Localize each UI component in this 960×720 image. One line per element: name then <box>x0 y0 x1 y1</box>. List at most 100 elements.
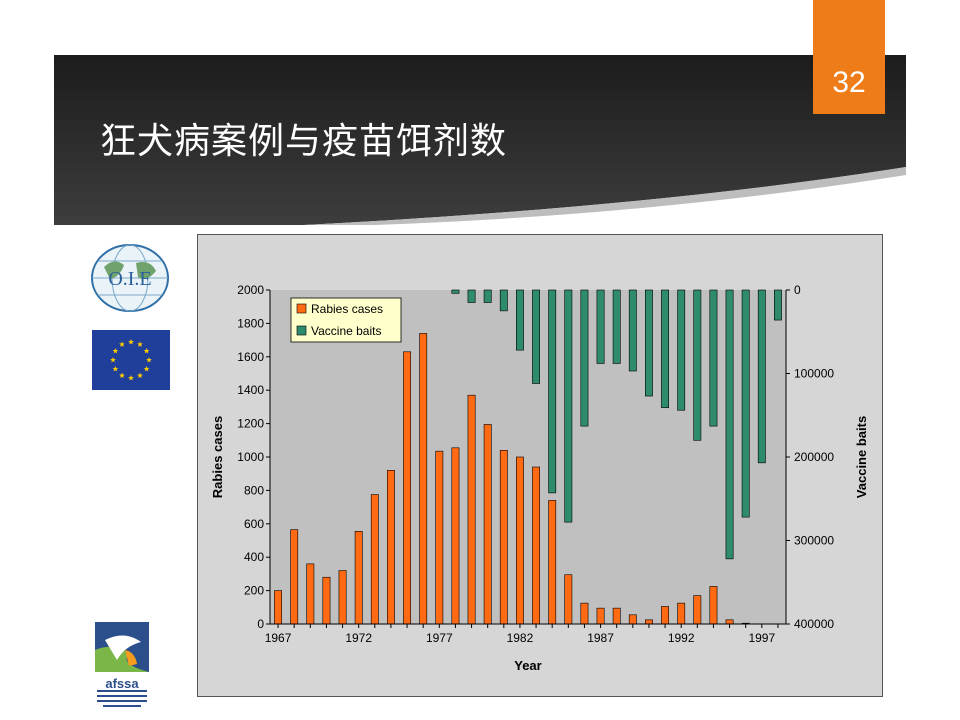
vaccine-bait-bar <box>725 289 734 560</box>
eu-star-icon <box>112 348 119 354</box>
rabies-bar <box>564 574 573 625</box>
left-tick-label: 400 <box>244 550 264 564</box>
rabies-bar <box>290 529 299 625</box>
afssa-logo <box>95 622 149 707</box>
rabies-bar <box>645 619 653 625</box>
rabies-bar <box>661 606 669 625</box>
x-tick-label: 1972 <box>345 631 372 645</box>
vaccine-bait-bar <box>532 289 540 384</box>
vaccine-bait-bar <box>483 289 492 303</box>
left-tick-label: 1000 <box>237 450 264 464</box>
rabies-bar <box>306 563 315 625</box>
vaccine-bait-bar <box>628 289 637 372</box>
vaccine-bait-bar <box>709 289 718 427</box>
rabies-bar <box>370 494 379 625</box>
rabies-bar <box>435 450 444 625</box>
oie-globe-logo: O.I.E <box>91 244 169 312</box>
x-axis-title: Year <box>514 658 541 673</box>
rabies-bar <box>338 570 347 625</box>
eu-star-icon <box>146 357 152 363</box>
rabies-bar <box>387 470 395 625</box>
vaccine-bait-bar <box>693 289 702 441</box>
vaccine-bait-bar <box>580 289 589 427</box>
page-number: 32 <box>832 66 866 99</box>
page-number-tab <box>813 0 885 114</box>
legend-label: Vaccine baits <box>311 324 381 338</box>
left-tick-label: 1800 <box>237 316 264 330</box>
eu-star-icon <box>128 339 134 345</box>
oie-logo-text: O.I.E <box>108 268 151 290</box>
chart-panel: 0 200 400 600 800 1000 1200 1400 1600 1800 2000 0 10… <box>197 234 883 697</box>
rabies-bar <box>403 351 411 625</box>
eu-star-icon <box>137 372 143 379</box>
rabies-bar <box>725 619 734 625</box>
right-tick-label: 200000 <box>794 450 834 464</box>
rabies-bar <box>419 333 428 625</box>
eu-star-icon <box>137 341 143 347</box>
x-tick-label: 1982 <box>507 631 534 645</box>
eu-star-icon <box>110 357 116 363</box>
eu-star-icon <box>143 366 150 372</box>
right-tick-label: 100000 <box>794 367 834 381</box>
rabies-vaccine-chart: 0 200 400 600 800 1000 1200 1400 1600 1800 2000 0 10… <box>210 283 869 673</box>
left-tick-label: 2000 <box>237 283 264 297</box>
vaccine-bait-bar <box>596 289 605 364</box>
x-tick-label: 1977 <box>426 631 453 645</box>
y-axis-title: Rabies cases <box>210 416 225 498</box>
left-tick-label: 800 <box>244 483 264 497</box>
left-tick-label: 1600 <box>237 350 264 364</box>
vaccine-bait-bar <box>677 289 686 411</box>
rabies-bar <box>274 590 282 625</box>
rabies-bar <box>612 607 621 625</box>
rabies-bar <box>483 424 492 625</box>
title-banner <box>54 55 906 225</box>
vaccine-bait-bar <box>757 289 766 464</box>
eu-star-icon <box>119 372 125 379</box>
vaccine-bait-bar <box>741 289 750 518</box>
eu-star-icon <box>143 348 150 354</box>
rabies-bar <box>677 602 686 625</box>
rabies-bar <box>532 466 540 625</box>
rabies-bar <box>580 602 589 625</box>
rabies-bar <box>499 450 508 625</box>
left-tick-label: 1400 <box>237 383 264 397</box>
rabies-bar <box>548 500 557 625</box>
vaccine-bait-bar <box>467 289 476 303</box>
rabies-bar <box>516 456 524 625</box>
afssa-logo-text: afssa <box>105 676 139 691</box>
vaccine-bait-bar <box>516 289 524 351</box>
rabies-bar <box>322 576 331 625</box>
eu-star-icon <box>119 341 125 347</box>
eu-star-icon <box>112 366 119 372</box>
y2-axis-title: Vaccine baits <box>854 416 869 498</box>
legend-box <box>290 297 402 343</box>
left-tick-label: 0 <box>257 617 264 631</box>
x-tick-label: 1992 <box>668 631 695 645</box>
vaccine-bait-bar <box>661 289 669 409</box>
right-tick-label: 0 <box>794 283 801 297</box>
x-tick-label: 1997 <box>748 631 775 645</box>
legend-swatch <box>296 303 307 314</box>
vaccine-bait-bar <box>612 289 621 364</box>
eu-flag-logo <box>92 330 170 390</box>
left-tick-label: 1200 <box>237 417 264 431</box>
vaccine-bait-bar <box>548 289 557 494</box>
right-tick-label: 300000 <box>794 534 834 548</box>
x-tick-label: 1967 <box>265 631 292 645</box>
vaccine-bait-bar <box>451 289 460 294</box>
x-tick-label: 1987 <box>587 631 614 645</box>
left-tick-label: 600 <box>244 517 264 531</box>
rabies-bar <box>709 586 718 625</box>
vaccine-bait-bar <box>564 289 573 523</box>
vaccine-bait-bar <box>774 289 782 321</box>
legend-label: Rabies cases <box>311 302 383 316</box>
eu-star-icon <box>128 375 134 381</box>
rabies-bar <box>693 595 702 625</box>
left-tick-label: 200 <box>244 584 264 598</box>
right-tick-label: 400000 <box>794 617 834 631</box>
rabies-bar <box>451 447 460 625</box>
vaccine-bait-bar <box>499 289 508 312</box>
slide-title: 狂犬病案例与疫苗饵剂数 <box>100 121 508 162</box>
rabies-bar <box>354 531 363 625</box>
rabies-bar <box>628 614 637 625</box>
